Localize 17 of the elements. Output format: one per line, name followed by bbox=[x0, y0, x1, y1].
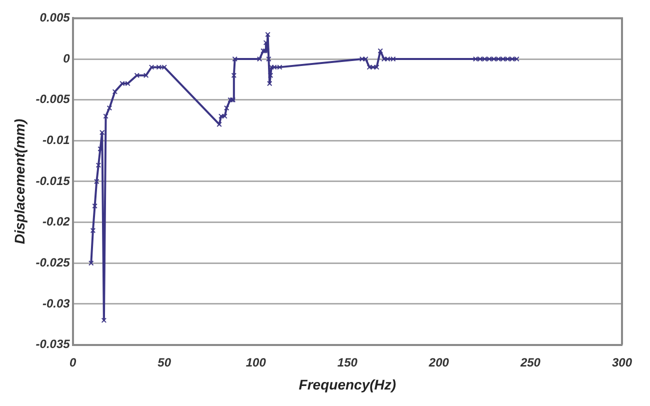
x-tick-label: 150 bbox=[337, 355, 358, 370]
x-tick-label: 200 bbox=[428, 355, 450, 370]
y-tick-label: -0.005 bbox=[36, 92, 70, 106]
y-axis-title: Displacement(mm) bbox=[11, 118, 28, 244]
y-tick-label: -0.015 bbox=[36, 174, 70, 188]
y-tick-label: -0.025 bbox=[36, 255, 70, 270]
y-tick-label: -0.03 bbox=[42, 296, 70, 310]
y-tick-label: 0.005 bbox=[40, 10, 70, 25]
y-tick-label: -0.02 bbox=[42, 214, 70, 229]
x-tick-label: 250 bbox=[519, 355, 541, 370]
x-tick-label: 50 bbox=[158, 355, 172, 370]
x-tick-label: 300 bbox=[612, 355, 632, 370]
y-tick-label: 0 bbox=[63, 51, 70, 66]
y-tick-label: -0.01 bbox=[42, 132, 70, 147]
x-axis-title: Frequency(Hz) bbox=[298, 376, 396, 392]
y-tick-label: -0.035 bbox=[36, 337, 70, 352]
x-tick-label: 100 bbox=[246, 355, 266, 370]
